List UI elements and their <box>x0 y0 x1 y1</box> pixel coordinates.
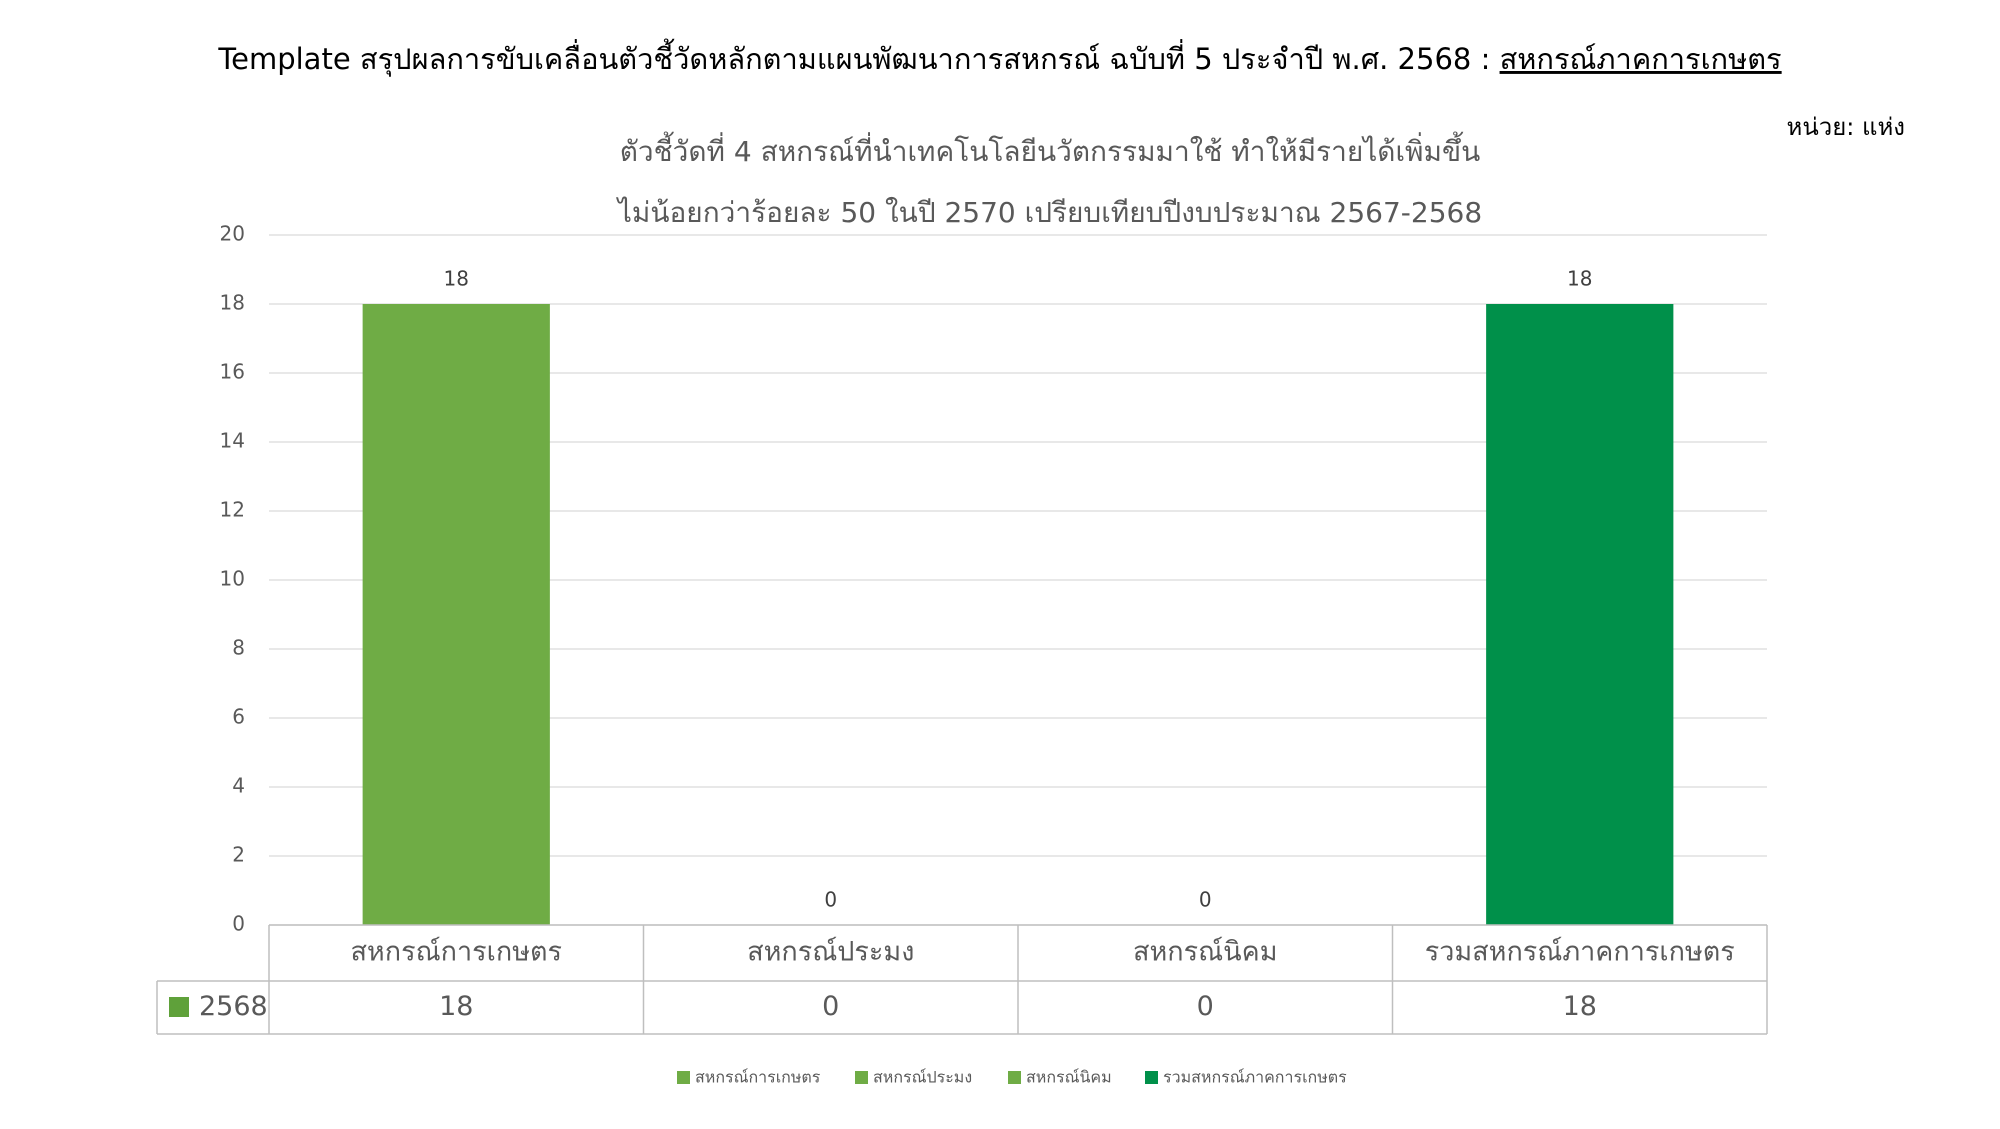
y-tick-label: 4 <box>232 774 245 798</box>
table-value: 18 <box>1563 991 1597 1022</box>
legend-label: สหกรณ์การเกษตร <box>695 1068 821 1087</box>
y-tick-label: 18 <box>220 291 245 315</box>
legend-label: สหกรณ์นิคม <box>1026 1068 1112 1087</box>
data-label: 18 <box>444 267 469 291</box>
chart-title: ไม่น้อยกว่าร้อยละ 50 ในปี 2570 เปรียบเที… <box>616 196 1482 229</box>
y-tick-label: 16 <box>220 360 245 384</box>
unit-label: หน่วย: แห่ง <box>1787 113 1906 141</box>
data-label: 0 <box>1199 888 1212 912</box>
legend-swatch <box>677 1071 690 1084</box>
data-label: 18 <box>1567 267 1592 291</box>
y-tick-label: 12 <box>220 498 245 522</box>
series-name: 2568 <box>199 991 268 1022</box>
title-text: Template สรุปผลการขับเคลื่อนตัวชี้วัดหลั… <box>217 38 1490 77</box>
x-tick-label: สหกรณ์ประมง <box>747 936 914 968</box>
title-underlined: สหกรณ์ภาคการเกษตร <box>1500 42 1782 76</box>
legend-label: รวมสหกรณ์ภาคการเกษตร <box>1163 1068 1347 1087</box>
page-title: Template สรุปผลการขับเคลื่อนตัวชี้วัดหลั… <box>217 38 1781 77</box>
table-value: 18 <box>439 991 473 1022</box>
y-tick-label: 6 <box>232 705 245 729</box>
bar <box>362 304 550 925</box>
y-tick-label: 0 <box>232 912 245 936</box>
bar <box>1486 304 1674 925</box>
table-value: 0 <box>1197 991 1214 1022</box>
y-tick-label: 8 <box>232 636 245 660</box>
series-key <box>169 997 189 1017</box>
x-tick-label: สหกรณ์นิคม <box>1133 936 1278 968</box>
y-tick-label: 20 <box>220 222 245 246</box>
legend-swatch <box>855 1071 868 1084</box>
table-value: 0 <box>822 991 839 1022</box>
x-tick-label: สหกรณ์การเกษตร <box>350 936 562 968</box>
legend-label: สหกรณ์ประมง <box>873 1068 972 1087</box>
y-tick-label: 14 <box>220 429 245 453</box>
x-tick-label: รวมสหกรณ์ภาคการเกษตร <box>1425 936 1735 968</box>
y-tick-label: 10 <box>220 567 245 591</box>
legend-swatch <box>1008 1071 1021 1084</box>
data-label: 0 <box>824 888 837 912</box>
legend-swatch <box>1145 1071 1158 1084</box>
y-tick-label: 2 <box>232 843 245 867</box>
chart-title: ตัวชี้วัดที่ 4 สหกรณ์ที่นำเทคโนโลยีนวัตก… <box>620 131 1481 168</box>
